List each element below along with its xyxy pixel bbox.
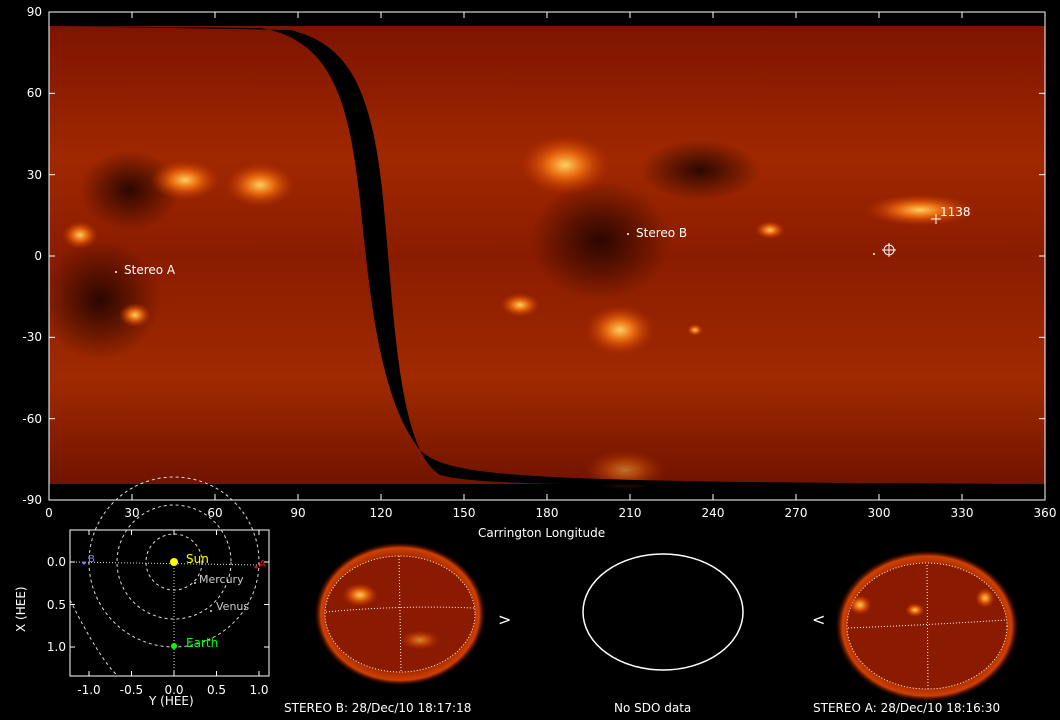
orbit-x-tick-label: -0.5 xyxy=(119,683,144,697)
orbit-y-tick-label: 0.0 xyxy=(46,555,66,569)
earth-marker xyxy=(171,643,177,649)
sun-label: Sun xyxy=(186,552,209,566)
venus-orbit xyxy=(116,504,232,620)
map-x-tick-label: 330 xyxy=(950,506,974,520)
map-y-tick-label: -90 xyxy=(22,493,42,507)
orbit-x-tick-label: 0.5 xyxy=(206,683,227,697)
map-x-tick-label: 270 xyxy=(784,506,808,520)
orbit-x-tick-label: -1.0 xyxy=(77,683,101,697)
orbit-y-tick-label: 1.0 xyxy=(46,640,66,654)
map-y-tick-label: -60 xyxy=(22,411,42,426)
arrow-left-icon: < xyxy=(812,610,826,629)
orbit-x-axis-label: Y (HEE) xyxy=(149,694,194,708)
stereo-b-label: Stereo B xyxy=(636,226,688,240)
mercury-label: Mercury xyxy=(199,573,244,586)
orbit-plot xyxy=(69,476,270,677)
stereo-b-marker xyxy=(82,561,86,565)
stereo-a-orbit-label: A xyxy=(259,559,266,570)
map-y-tick-label: 0 xyxy=(34,249,42,263)
map-y-tick-label: 30 xyxy=(26,167,42,182)
stereo-a-marker xyxy=(254,565,258,569)
stereo-b-caption: STEREO B: 28/Dec/10 18:17:18 xyxy=(284,701,472,715)
earth-label: Earth xyxy=(186,636,219,650)
map-x-tick-label: 90 xyxy=(290,506,306,520)
arrow-right-icon: > xyxy=(498,610,512,629)
map-y-tick-label: 60 xyxy=(26,86,42,101)
map-y-tick-label: 90 xyxy=(26,5,42,19)
map-x-tick-label: 60 xyxy=(207,506,223,520)
sdo-empty-disk xyxy=(582,553,744,671)
orbit-y-tick-label: 0.5 xyxy=(46,597,66,612)
stereo-b-disk xyxy=(324,555,476,673)
map-x-tick-label: 360 xyxy=(1033,506,1057,520)
sun-marker xyxy=(170,558,178,566)
map-x-tick-label: 210 xyxy=(618,506,642,520)
map-image xyxy=(40,12,1045,500)
orbit-x-tick-label: 1.0 xyxy=(249,683,269,697)
map-x-tick-label: 240 xyxy=(701,506,725,520)
orbit-x-tick-label: 0.0 xyxy=(164,683,184,697)
map-x-tick-label: 180 xyxy=(535,506,559,520)
venus-label: Venus xyxy=(216,600,250,613)
map-x-axis-label: Carrington Longitude xyxy=(478,526,606,540)
map-y-tick-label: -30 xyxy=(22,330,42,345)
stereo-a-caption: STEREO A: 28/Dec/10 18:16:30 xyxy=(813,701,1001,715)
map-x-tick-label: 300 xyxy=(867,506,891,520)
mars-orbit xyxy=(69,599,119,677)
stereo-b-orbit-label: B xyxy=(88,554,95,565)
map-x-tick-label: 120 xyxy=(369,506,393,520)
map-x-tick-label: 150 xyxy=(452,506,476,520)
active-region-label: 1138 xyxy=(940,205,971,219)
map-x-tick-label: 30 xyxy=(124,506,140,520)
sdo-caption: No SDO data xyxy=(614,701,692,715)
map-x-tick-label: 0 xyxy=(45,506,53,520)
map-annotations xyxy=(115,214,941,273)
stereo-a-label: Stereo A xyxy=(124,263,176,277)
